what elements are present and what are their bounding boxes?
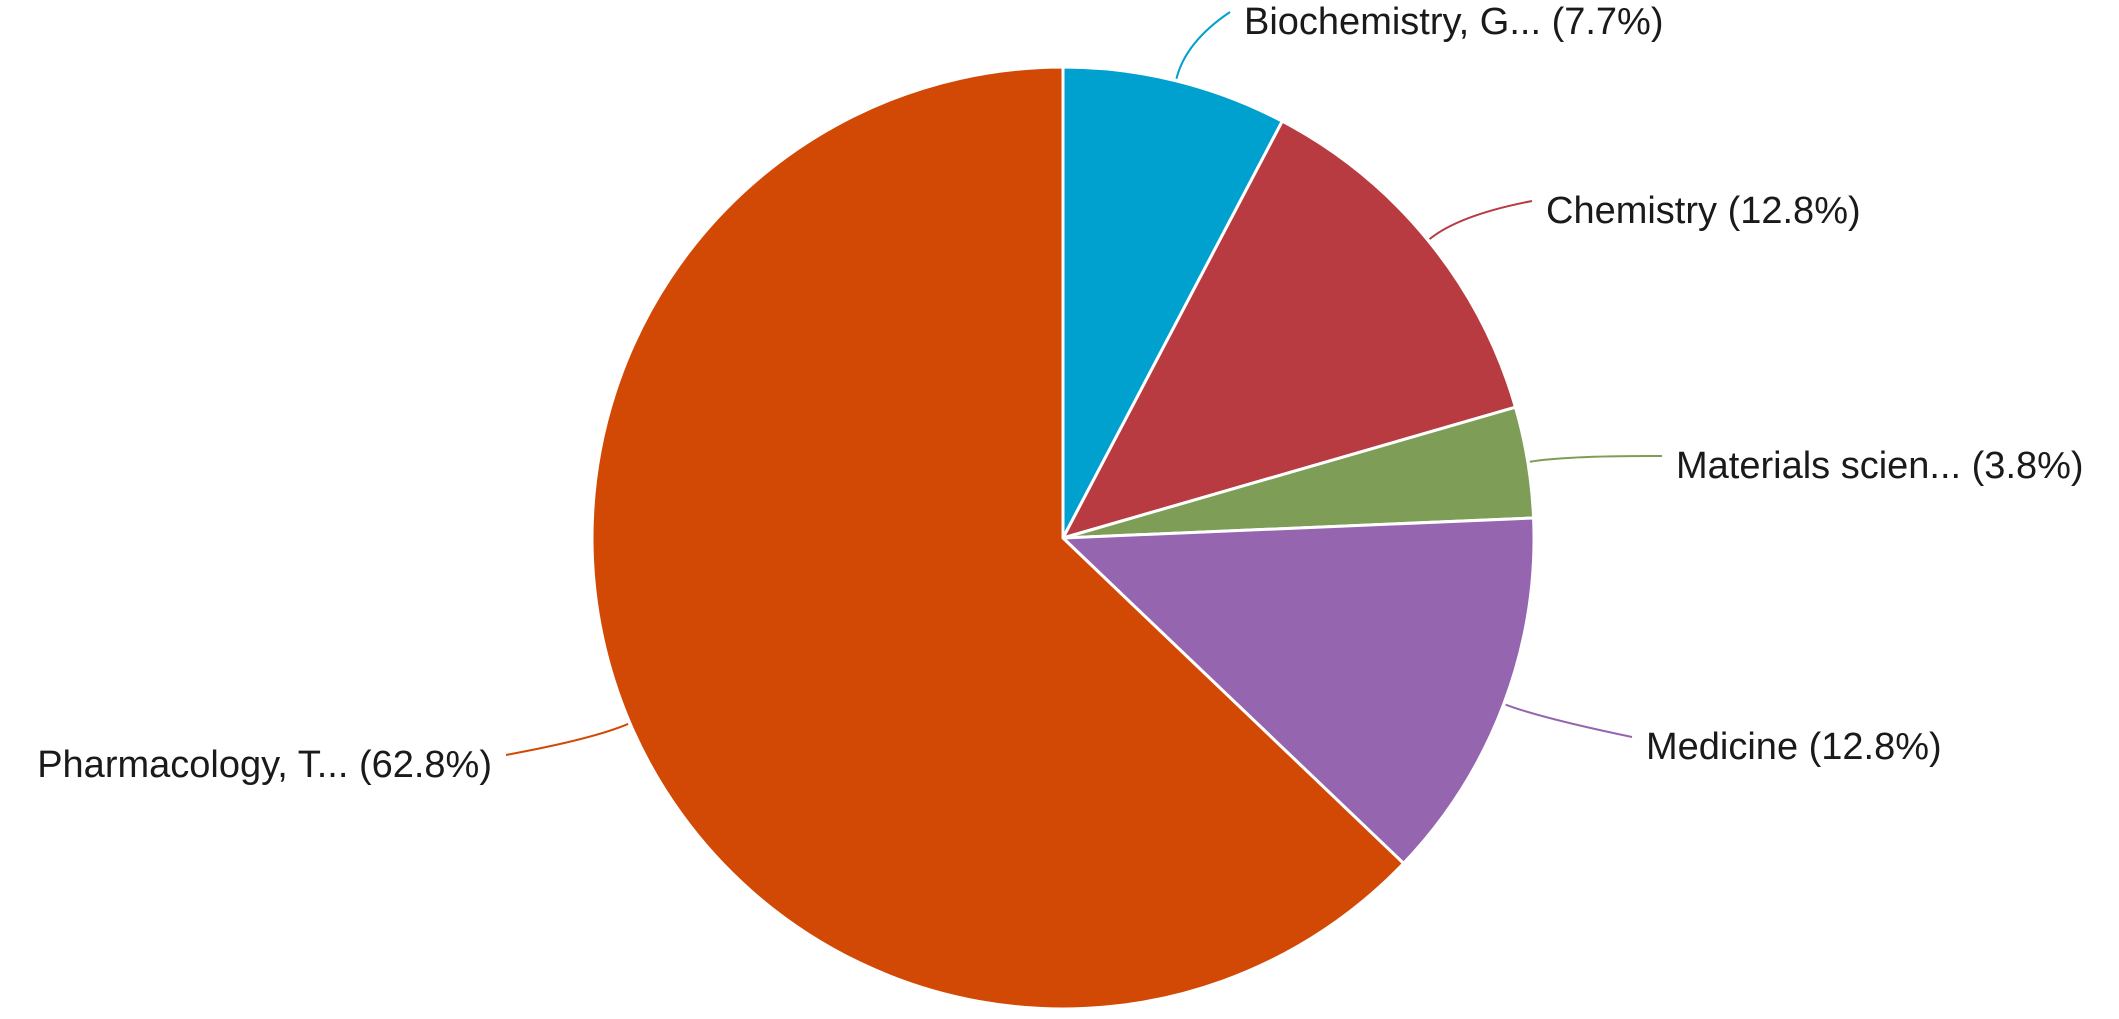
label-leader-lines [505,11,1663,756]
slice-label: Pharmacology, T... (62.8%) [37,744,492,786]
slice-label: Biochemistry, G... (7.7%) [1244,1,1664,43]
pie-slices [590,65,1536,1011]
leader-line [1175,11,1231,80]
leader-line [1428,200,1533,240]
slice-label: Medicine (12.8%) [1646,726,1942,768]
slice-label: Materials scien... (3.8%) [1676,445,2084,487]
pie-slice-biochemistry-g [1061,65,1284,540]
slice-label: Chemistry (12.8%) [1546,190,1861,232]
leader-line [1529,454,1663,463]
slice-labels: Biochemistry, G... (7.7%) Chemistry (12.8… [37,1,2083,786]
pie-slice-medicine [1061,516,1536,865]
leader-line [505,723,629,756]
pie-slice-chemistry [1061,119,1517,540]
leader-line [1505,703,1633,738]
pie-slice-pharmacology-t [590,65,1406,1011]
